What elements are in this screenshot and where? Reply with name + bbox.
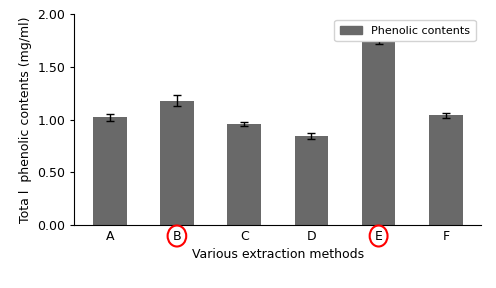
Bar bbox=[295, 136, 328, 225]
Bar bbox=[429, 115, 463, 225]
Bar bbox=[160, 101, 194, 225]
Bar bbox=[362, 37, 395, 225]
Bar bbox=[227, 124, 261, 225]
X-axis label: Various extraction methods: Various extraction methods bbox=[191, 248, 364, 261]
Y-axis label: Tota l  phenolic contents (mg/ml): Tota l phenolic contents (mg/ml) bbox=[19, 16, 32, 223]
Legend: Phenolic contents: Phenolic contents bbox=[334, 20, 476, 41]
Bar bbox=[93, 118, 126, 225]
